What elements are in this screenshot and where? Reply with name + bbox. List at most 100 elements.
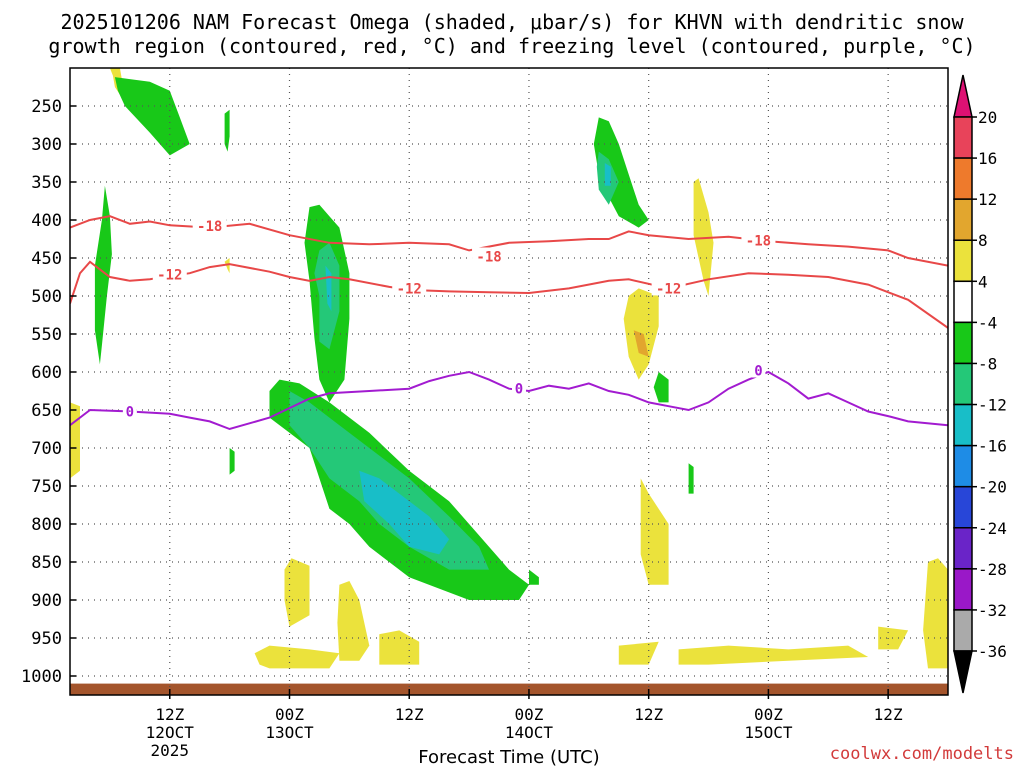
omega-region-16 — [359, 470, 450, 555]
omega-region-2 — [224, 258, 230, 274]
y-tick-label: 1000 — [21, 667, 62, 687]
omega-region-4 — [224, 109, 230, 152]
x-tick-label: 14OCT — [505, 723, 554, 742]
contour-2 — [70, 370, 948, 431]
x-tick-label: 00Z — [515, 705, 544, 724]
colorbar-label: -36 — [978, 642, 1007, 661]
y-tick-label: 900 — [31, 591, 62, 611]
y-tick-label: 550 — [31, 325, 62, 345]
omega-region-27 — [618, 641, 659, 665]
contour-label: -12 — [656, 281, 681, 297]
y-tick-label: 500 — [31, 287, 62, 307]
colorbar-bottom-arrow — [953, 650, 973, 694]
colorbar-label: -8 — [978, 354, 997, 373]
omega-region-20 — [633, 330, 649, 357]
colorbar-swatch-11 — [953, 568, 973, 611]
colorbar-label: 4 — [978, 272, 988, 291]
contour-0 — [70, 215, 948, 267]
omega-region-13 — [314, 242, 340, 350]
x-tick-label: 12Z — [874, 705, 903, 724]
colorbar-top-arrow — [953, 74, 973, 118]
colorbar-swatch-10 — [953, 527, 973, 570]
omega-region-12 — [688, 463, 694, 494]
contour-label-bg — [472, 247, 507, 264]
omega-region-25 — [337, 581, 370, 661]
omega-region-3 — [114, 77, 190, 156]
contour-label-bg — [392, 279, 427, 296]
omega-region-26 — [379, 630, 420, 665]
colorbar-swatch-6 — [953, 362, 973, 406]
colorbar-label: -12 — [978, 396, 1007, 415]
y-tick-label: 650 — [31, 401, 62, 421]
omega-region-21 — [693, 178, 714, 296]
omega-region-18 — [604, 163, 611, 186]
omega-region-9 — [529, 569, 539, 585]
colorbar-swatch-12 — [953, 609, 973, 652]
colorbar-label: 16 — [978, 149, 997, 168]
x-tick-label: 00Z — [275, 705, 304, 724]
contour-label: 0 — [754, 363, 762, 379]
x-tick-label: 13OCT — [265, 723, 314, 742]
x-axis-label: Forecast Time (UTC) — [418, 747, 599, 768]
colorbar-label: -24 — [978, 519, 1007, 538]
y-tick-label: 400 — [31, 211, 62, 231]
contour-label-bg — [122, 402, 137, 419]
omega-region-29 — [878, 626, 909, 650]
colorbar-label: -32 — [978, 601, 1007, 620]
omega-region-23 — [254, 645, 340, 669]
y-tick-label: 600 — [31, 363, 62, 383]
colorbar-label: 12 — [978, 190, 997, 209]
colorbar-swatch-3 — [953, 239, 973, 283]
colorbar-swatch-0 — [953, 116, 973, 159]
omega-region-14 — [289, 391, 489, 570]
contour-label-bg — [751, 361, 766, 378]
x-tick-label: 12Z — [395, 705, 424, 724]
plot-area: -18 -18 -18 -12 -12 -12 0 0 0 — [70, 68, 948, 695]
x-tick-label: 00Z — [754, 705, 783, 724]
y-tick-label: 950 — [31, 629, 62, 649]
colorbar-swatch-7 — [953, 403, 973, 447]
contour-label-bg — [741, 231, 776, 248]
chart-title-line-1: 2025101206 NAM Forecast Omega (shaded, μ… — [60, 10, 964, 34]
contour-label: -12 — [157, 268, 182, 284]
y-tick-label: 800 — [31, 515, 62, 535]
colorbar-swatch-2 — [953, 198, 973, 241]
colorbar-label: 8 — [978, 231, 988, 250]
y-tick-label: 850 — [31, 553, 62, 573]
omega-region-1 — [70, 402, 80, 479]
y-tick-label: 350 — [31, 173, 62, 193]
omega-region-8 — [593, 117, 649, 228]
y-tick-label: 750 — [31, 477, 62, 497]
colorbar-label: -20 — [978, 478, 1007, 497]
credit-text[interactable]: coolwx.com/modelts — [829, 744, 1014, 764]
contour-label-bg — [511, 379, 526, 396]
x-tick-label: 12Z — [155, 705, 184, 724]
colorbar-label: -28 — [978, 560, 1007, 579]
y-tick-label: 450 — [31, 249, 62, 269]
chart-title-line-2: growth region (contoured, red, °C) and f… — [48, 34, 976, 58]
contour-label: -12 — [397, 281, 422, 297]
omega-region-11 — [229, 448, 235, 475]
contour-label: -18 — [476, 249, 501, 265]
contour-1 — [70, 260, 948, 329]
plot-frame — [69, 67, 949, 696]
contour-label-bg — [192, 217, 227, 234]
y-tick-label: 300 — [31, 135, 62, 155]
omega-region-28 — [678, 645, 869, 665]
x-tick-label: 15OCT — [744, 723, 793, 742]
contour-label-bg — [651, 279, 686, 296]
colorbar-swatch-8 — [953, 444, 973, 488]
contour-label: -18 — [746, 234, 771, 250]
x-tick-label: 12OCT — [146, 723, 195, 742]
colorbar-label: -4 — [978, 313, 997, 332]
omega-region-10 — [653, 372, 669, 403]
x-tick-label: 12Z — [634, 705, 663, 724]
ground-surface — [70, 683, 948, 695]
colorbar-swatch-5 — [953, 321, 973, 365]
omega-region-22 — [640, 478, 669, 585]
x-tick-label: 2025 — [151, 741, 190, 760]
omega-region-24 — [284, 558, 310, 627]
y-tick-label: 700 — [31, 439, 62, 459]
contour-label: -18 — [197, 219, 222, 235]
